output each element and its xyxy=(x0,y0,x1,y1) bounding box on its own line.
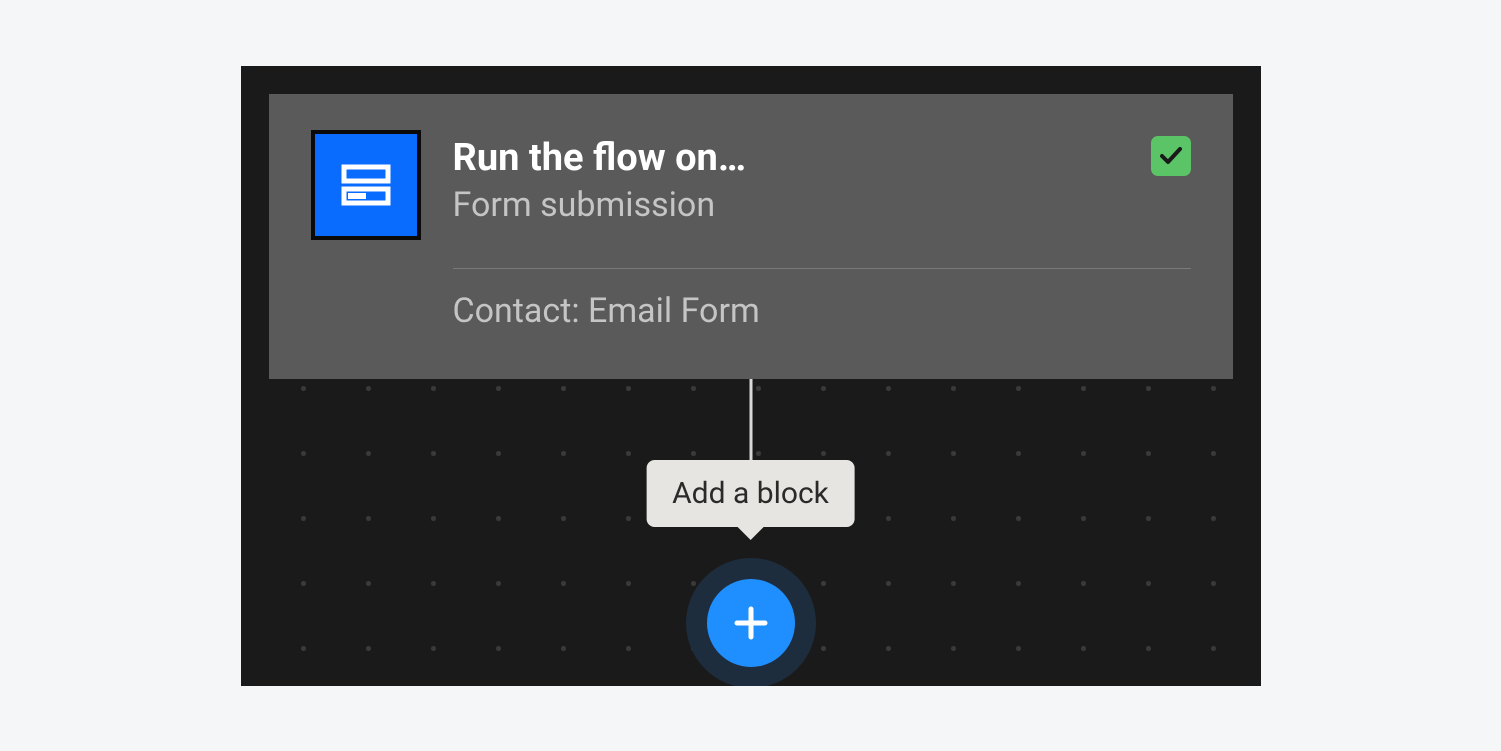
card-title: Run the flow on… xyxy=(453,136,1191,182)
status-badge xyxy=(1151,136,1191,176)
card-text-group: Run the flow on… Form submission xyxy=(453,130,1191,226)
check-icon xyxy=(1158,143,1184,169)
add-block-tooltip: Add a block xyxy=(646,460,855,527)
card-detail: Contact: Email Form xyxy=(453,291,1191,331)
add-block-button[interactable] xyxy=(707,579,795,667)
card-divider xyxy=(453,268,1191,269)
tooltip-label: Add a block xyxy=(672,476,829,511)
form-icon xyxy=(338,157,394,213)
flow-canvas: Run the flow on… Form submission Contact… xyxy=(241,66,1261,686)
plus-icon xyxy=(731,603,771,643)
card-subtitle: Form submission xyxy=(453,185,1191,225)
trigger-block-card[interactable]: Run the flow on… Form submission Contact… xyxy=(269,94,1233,379)
card-header: Run the flow on… Form submission xyxy=(311,130,1191,240)
add-button-halo xyxy=(686,558,816,686)
form-icon-box xyxy=(311,130,421,240)
